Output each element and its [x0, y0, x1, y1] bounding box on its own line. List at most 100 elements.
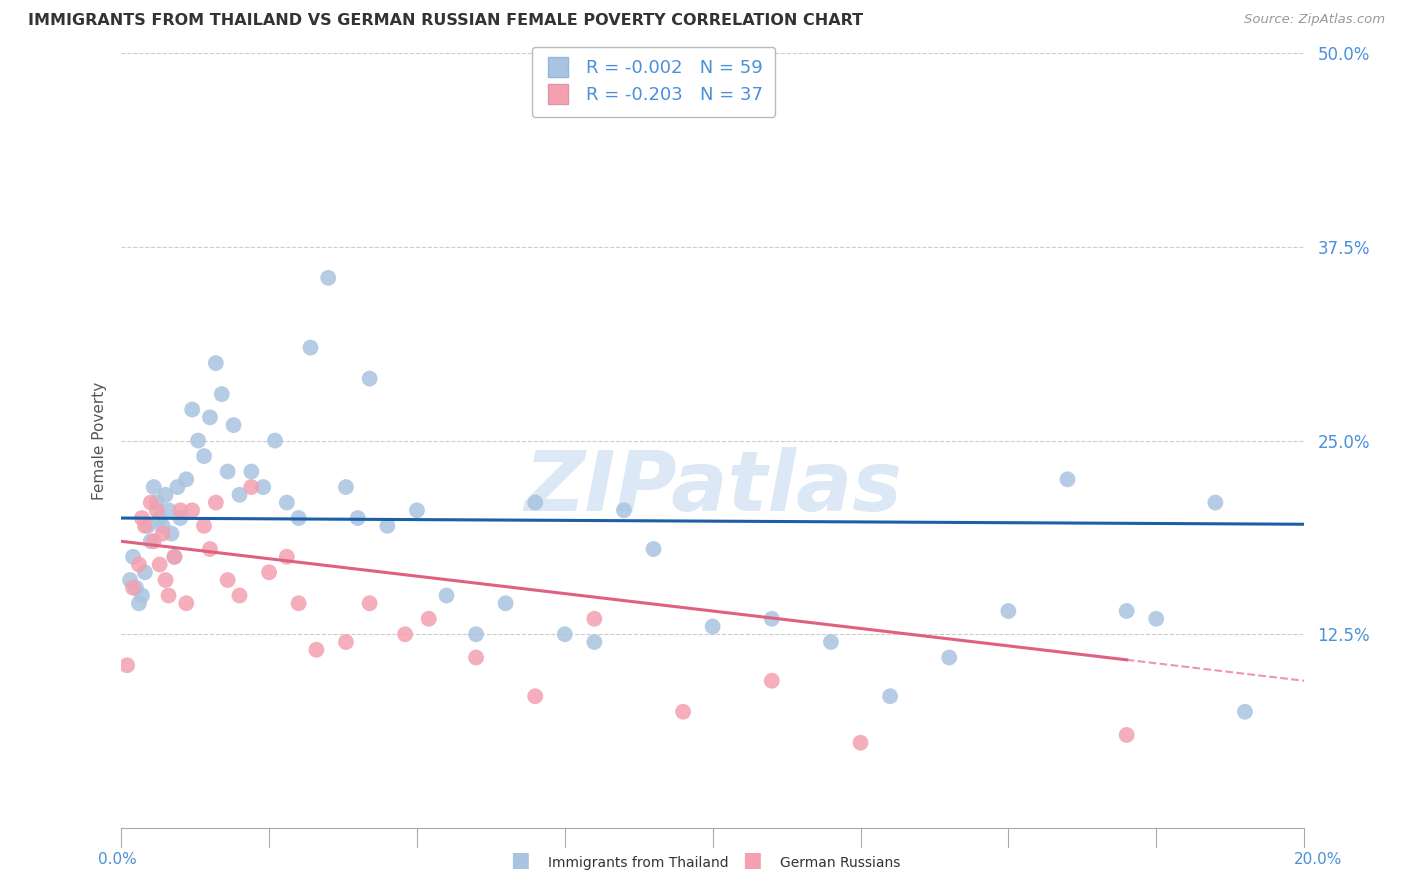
- Point: [211, 387, 233, 401]
- Point: [495, 596, 517, 610]
- Point: [1056, 472, 1078, 486]
- Point: [217, 465, 239, 479]
- Point: [222, 418, 245, 433]
- Point: [152, 526, 174, 541]
- Point: [169, 503, 191, 517]
- Point: [228, 589, 250, 603]
- Point: [136, 518, 159, 533]
- Point: [1144, 612, 1167, 626]
- Point: [125, 581, 148, 595]
- Point: [217, 573, 239, 587]
- Point: [205, 356, 228, 370]
- Point: [524, 495, 547, 509]
- Point: [157, 503, 180, 517]
- Point: [643, 542, 665, 557]
- Point: [152, 518, 174, 533]
- Point: [160, 526, 183, 541]
- Point: [155, 488, 177, 502]
- Point: [359, 371, 381, 385]
- Point: [672, 705, 695, 719]
- Point: [761, 673, 783, 688]
- Y-axis label: Female Poverty: Female Poverty: [93, 382, 107, 500]
- Point: [174, 596, 197, 610]
- Point: [335, 635, 357, 649]
- Point: [264, 434, 287, 448]
- Point: [820, 635, 842, 649]
- Point: [879, 690, 901, 704]
- Point: [257, 566, 280, 580]
- Text: 20.0%: 20.0%: [1295, 852, 1343, 867]
- Point: [394, 627, 416, 641]
- Point: [1233, 705, 1256, 719]
- Point: [377, 518, 399, 533]
- Point: [1115, 728, 1137, 742]
- Point: [122, 581, 145, 595]
- Point: [205, 495, 228, 509]
- Point: [131, 511, 153, 525]
- Point: [583, 612, 606, 626]
- Point: [287, 596, 309, 610]
- Point: [276, 549, 298, 564]
- Text: Immigrants from Thailand: Immigrants from Thailand: [548, 855, 728, 870]
- Point: [122, 549, 145, 564]
- Point: [305, 642, 328, 657]
- Point: [335, 480, 357, 494]
- Text: ■: ■: [742, 850, 762, 870]
- Point: [613, 503, 636, 517]
- Point: [465, 650, 488, 665]
- Point: [276, 495, 298, 509]
- Point: [997, 604, 1019, 618]
- Point: [702, 619, 724, 633]
- Point: [1204, 495, 1226, 509]
- Text: ZIPatlas: ZIPatlas: [523, 447, 901, 527]
- Point: [761, 612, 783, 626]
- Point: [359, 596, 381, 610]
- Point: [163, 549, 186, 564]
- Point: [418, 612, 440, 626]
- Point: [128, 558, 150, 572]
- Point: [163, 549, 186, 564]
- Point: [287, 511, 309, 525]
- Point: [145, 495, 167, 509]
- Point: [155, 573, 177, 587]
- Point: [198, 410, 221, 425]
- Point: [524, 690, 547, 704]
- Point: [139, 534, 162, 549]
- Point: [406, 503, 429, 517]
- Point: [187, 434, 209, 448]
- Point: [240, 480, 263, 494]
- Point: [131, 589, 153, 603]
- Text: IMMIGRANTS FROM THAILAND VS GERMAN RUSSIAN FEMALE POVERTY CORRELATION CHART: IMMIGRANTS FROM THAILAND VS GERMAN RUSSI…: [28, 13, 863, 29]
- Point: [169, 511, 191, 525]
- Point: [554, 627, 576, 641]
- Point: [142, 534, 165, 549]
- Text: ■: ■: [510, 850, 530, 870]
- Point: [142, 480, 165, 494]
- Point: [316, 271, 339, 285]
- Point: [134, 566, 156, 580]
- Point: [120, 573, 142, 587]
- Point: [145, 503, 167, 517]
- Point: [193, 518, 215, 533]
- Point: [181, 402, 204, 417]
- Text: Source: ZipAtlas.com: Source: ZipAtlas.com: [1244, 13, 1385, 27]
- Point: [115, 658, 138, 673]
- Point: [174, 472, 197, 486]
- Point: [149, 558, 172, 572]
- Text: German Russians: German Russians: [780, 855, 901, 870]
- Point: [436, 589, 458, 603]
- Point: [128, 596, 150, 610]
- Point: [240, 465, 263, 479]
- Point: [149, 511, 172, 525]
- Point: [299, 341, 322, 355]
- Point: [465, 627, 488, 641]
- Point: [252, 480, 274, 494]
- Point: [198, 542, 221, 557]
- Point: [1115, 604, 1137, 618]
- Point: [157, 589, 180, 603]
- Point: [181, 503, 204, 517]
- Point: [134, 518, 156, 533]
- Text: 0.0%: 0.0%: [98, 852, 138, 867]
- Point: [193, 449, 215, 463]
- Point: [166, 480, 188, 494]
